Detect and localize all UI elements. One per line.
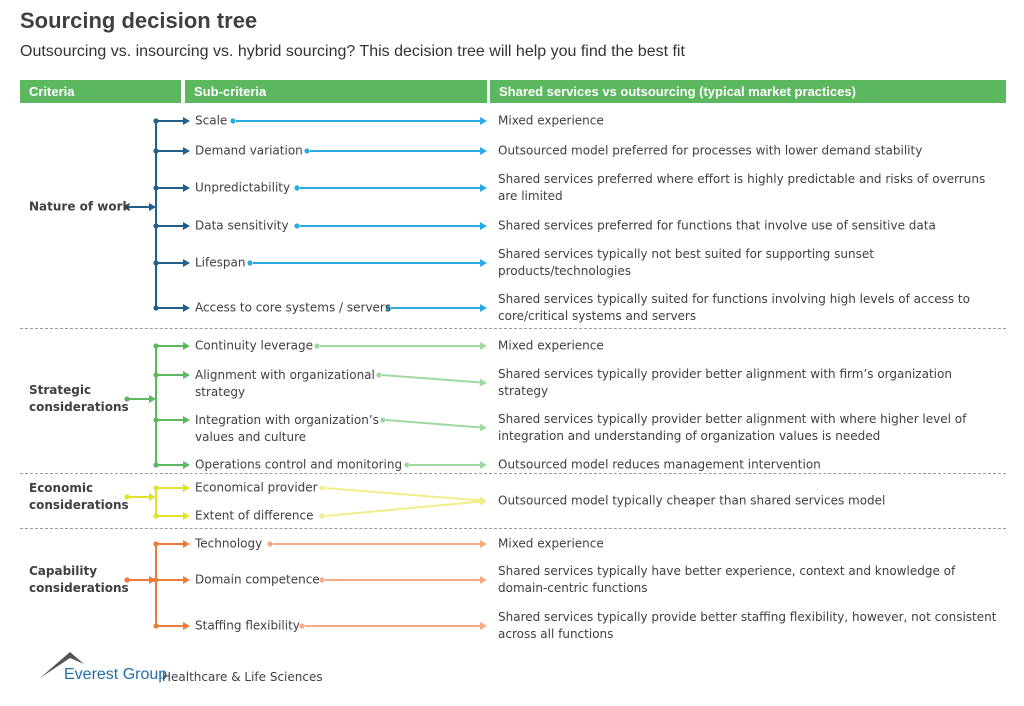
outcome-text: Shared services typically provide better… [498,610,997,641]
branch-arrow-head [183,342,190,350]
outcome-arrow-head [480,304,487,312]
criteria-label: Economic considerations [29,481,129,512]
sub-criteria-label: Domain competence [195,572,320,587]
outcome-text: Outsourced model preferred for processes… [498,143,923,158]
outcome-text: Shared services typically not best suite… [498,247,874,278]
divider [20,473,1006,474]
outcome-dot [319,485,325,491]
criteria-label: Nature of work [29,199,131,214]
outcome-arrow-head [480,622,487,630]
header-sub-criteria: Sub-criteria [185,80,487,103]
outcome-dot [376,372,382,378]
outcome-arrow-head [480,184,487,192]
criteria-arrow-head [149,493,156,501]
outcome-dot [319,513,325,519]
criteria-arrow-head [149,395,156,403]
outcome-text: Shared services preferred where effort i… [498,172,986,203]
sub-criteria-label: Data sensitivity [195,218,289,233]
branch-arrow-head [183,461,190,469]
outcome-arrow-head [480,259,487,267]
outcome-arrow-head [479,497,487,506]
sub-criteria-label: Demand variation [195,143,303,158]
outcome-text: Mixed experience [498,113,604,128]
branch-arrow-head [183,622,190,630]
outcome-dot [319,577,325,583]
criteria-arrow-head [149,576,156,584]
outcome-arrow-head [480,342,487,350]
outcome-dot [299,623,305,629]
outcome-text: Shared services typically provider bette… [498,412,967,443]
outcome-dot [294,185,300,191]
branch-arrow-head [183,371,190,379]
outcome-arrow-head [480,222,487,230]
everest-mountain-icon [40,652,84,678]
header-outcome: Shared services vs outsourcing (typical … [490,80,1006,103]
outcome-dot [385,305,391,311]
outcome-dot [294,223,300,229]
branch-arrow-head [183,416,190,424]
outcome-arrow-head [480,147,487,155]
outcome-text: Outsourced model typically cheaper than … [498,493,886,508]
outcome-dot [230,118,236,124]
page-title: Sourcing decision tree [20,8,258,33]
outcome-text: Shared services typically provider bette… [498,367,952,398]
sub-criteria-label: Continuity leverage [195,338,314,353]
footer-division: Healthcare & Life Sciences [162,670,323,684]
outcome-dot [404,462,410,468]
sub-criteria-label: Integration with organization’s values a… [195,412,379,444]
branch-arrow-head [183,576,190,584]
outcome-dot [314,343,320,349]
header-criteria: Criteria [20,80,181,103]
outcome-arrow [324,487,482,502]
outcome-text: Outsourced model reduces management inte… [498,457,821,472]
outcome-arrow [324,500,482,517]
divider [20,328,1006,329]
branch-arrow-head [183,147,190,155]
criteria-arrow-head [149,203,156,211]
branch-arrow-head [183,259,190,267]
outcome-arrow-head [480,576,487,584]
outcome-arrow-head [479,423,487,432]
sub-criteria-label: Lifespan [195,255,246,270]
logo: Everest Group [64,666,168,683]
outcome-dot [304,148,310,154]
sub-criteria-label: Scale [195,113,228,128]
outcome-dot [267,541,273,547]
sub-criteria-label: Access to core systems / servers [195,300,392,315]
outcome-dot [247,260,253,266]
sub-criteria-label: Unpredictability [195,180,291,195]
sub-criteria-label: Economical provider [195,480,318,495]
outcome-arrow-head [479,378,487,387]
outcome-text: Shared services typically suited for fun… [498,292,970,323]
sub-criteria-label: Technology [195,536,263,551]
sub-criteria-label: Operations control and monitoring [195,457,403,472]
divider [20,528,1006,529]
branch-arrow-head [183,117,190,125]
outcome-dot [380,417,386,423]
page-subtitle: Outsourcing vs. insourcing vs. hybrid so… [20,43,685,60]
outcome-arrow [381,374,482,384]
sub-criteria-label: Alignment with organizational strategy [195,367,375,399]
outcome-arrow-head [480,117,487,125]
branch-arrow-head [183,512,190,520]
branch-arrow-head [183,540,190,548]
outcome-arrow [385,419,482,429]
outcome-text: Shared services typically have better ex… [498,564,956,595]
outcome-arrow-head [480,461,487,469]
branch-arrow-head [183,484,190,492]
criteria-label: Capability considerations [29,564,129,595]
outcome-text: Shared services preferred for functions … [498,218,936,233]
outcome-text: Mixed experience [498,338,604,353]
outcome-arrow-head [480,540,487,548]
sub-criteria-label: Extent of difference [195,508,314,523]
criteria-label: Strategic considerations [29,383,129,414]
branch-arrow-head [183,222,190,230]
branch-arrow-head [183,304,190,312]
branch-arrow-head [183,184,190,192]
outcome-text: Mixed experience [498,536,604,551]
sub-criteria-label: Staffing flexibility [195,618,300,633]
